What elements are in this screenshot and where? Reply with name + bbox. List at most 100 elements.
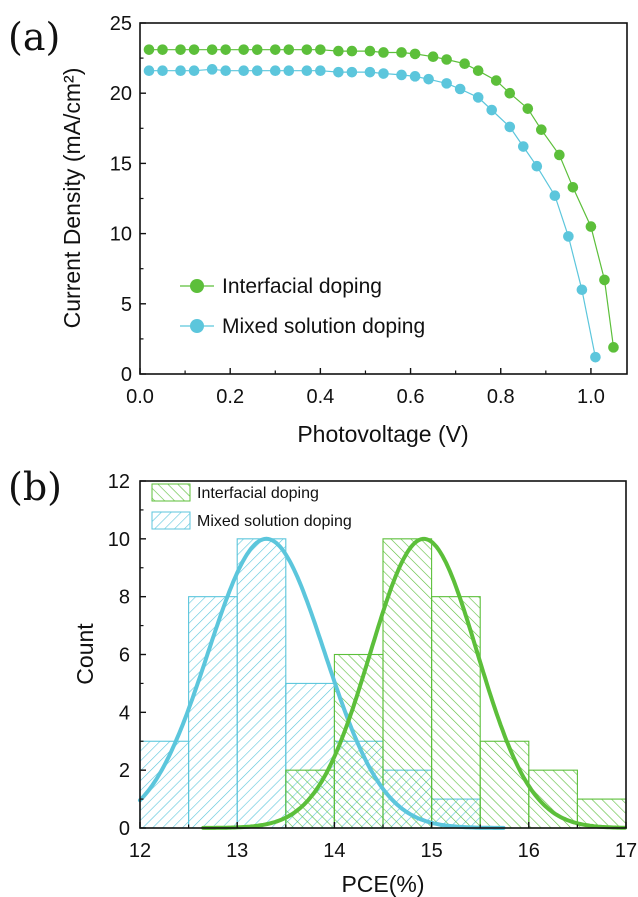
jv-point-mixed bbox=[486, 104, 498, 116]
jv-point-mixed bbox=[364, 66, 376, 78]
jv-point-interfacial bbox=[585, 221, 597, 232]
jv-x-tick-label: 0.8 bbox=[487, 386, 515, 408]
jv-point-interfacial bbox=[472, 65, 484, 77]
jv-point-mixed bbox=[251, 65, 263, 77]
jv-point-mixed bbox=[454, 83, 466, 95]
jv-point-interfacial bbox=[157, 44, 168, 55]
jv-point-mixed bbox=[590, 351, 601, 363]
panel-a-label: (a) bbox=[8, 15, 60, 59]
histogram-x-tick-label: 13 bbox=[226, 840, 248, 862]
jv-point-interfacial bbox=[459, 58, 470, 70]
jv-point-mixed bbox=[175, 65, 186, 77]
histogram-y-tick-label: 10 bbox=[108, 529, 130, 551]
jv-y-tick-label: 25 bbox=[110, 13, 132, 35]
jv-point-interfacial bbox=[522, 103, 534, 114]
jv-point-interfacial bbox=[567, 181, 579, 193]
histogram-x-tick-label: 15 bbox=[420, 840, 442, 862]
jv-point-interfacial bbox=[427, 51, 439, 62]
gaussian-fit-mixed bbox=[138, 536, 506, 830]
histogram-legend: Interfacial doping Mixed solution doping bbox=[151, 483, 352, 530]
jv-y-axis-label: Current Density (mA/cm²) bbox=[59, 68, 85, 329]
jv-point-interfacial bbox=[536, 124, 547, 136]
jv-point-mixed bbox=[206, 64, 218, 75]
histogram-bar-interfacial bbox=[479, 740, 530, 829]
histogram-x-axis-label: PCE(%) bbox=[341, 871, 424, 897]
jv-point-mixed bbox=[472, 92, 484, 103]
jv-point-mixed bbox=[531, 160, 543, 172]
jv-point-mixed bbox=[301, 65, 313, 77]
legend-marker-interfacial bbox=[190, 279, 204, 293]
legend-marker-mixed bbox=[190, 319, 204, 333]
jv-point-interfacial bbox=[378, 47, 389, 58]
histogram-y-tick-label: 4 bbox=[119, 702, 130, 724]
histogram-bar-interfacial bbox=[431, 596, 481, 829]
jv-y-tick-label: 15 bbox=[110, 153, 132, 175]
histogram-bar-interfacial bbox=[382, 538, 433, 829]
jv-point-interfacial bbox=[206, 44, 218, 55]
jv-point-mixed bbox=[157, 65, 168, 77]
jv-point-mixed bbox=[517, 141, 529, 152]
histogram-y-tick-label: 2 bbox=[119, 760, 130, 782]
histogram-y-axis-label: Count bbox=[72, 623, 98, 685]
jv-point-interfacial bbox=[346, 45, 358, 57]
jv-point-mixed bbox=[378, 68, 389, 79]
jv-point-interfacial bbox=[333, 45, 344, 57]
jv-x-tick-label: 0.6 bbox=[397, 386, 425, 408]
jv-point-interfacial bbox=[409, 48, 421, 60]
jv-y-tick-label: 5 bbox=[121, 294, 132, 316]
jv-point-interfacial bbox=[188, 44, 200, 55]
jv-point-interfacial bbox=[301, 44, 313, 55]
jv-y-tick-label: 0 bbox=[121, 364, 132, 386]
jv-point-interfacial bbox=[608, 342, 619, 353]
histogram-marks bbox=[138, 536, 627, 830]
legend-swatch-mixed bbox=[151, 511, 191, 530]
legend-label-mixed: Mixed solution doping bbox=[222, 315, 425, 338]
jv-point-interfacial bbox=[599, 274, 610, 286]
jv-point-mixed bbox=[346, 66, 358, 78]
histogram-bar-mixed bbox=[139, 740, 190, 829]
jv-point-interfacial bbox=[283, 44, 295, 55]
histogram-y-tick-label: 8 bbox=[119, 587, 130, 609]
panel-b-label: (b) bbox=[8, 465, 62, 509]
jv-point-mixed bbox=[576, 284, 588, 296]
histogram-x-tick-label: 14 bbox=[323, 840, 345, 862]
jv-y-tick-label: 20 bbox=[110, 83, 132, 105]
jv-point-interfacial bbox=[220, 44, 231, 55]
legend-label-interfacial: Interfacial doping bbox=[222, 275, 382, 298]
jv-point-mixed bbox=[423, 73, 434, 85]
histogram-y-tick-label: 12 bbox=[108, 471, 130, 493]
jv-point-mixed bbox=[441, 78, 452, 89]
histogram-bar-mixed bbox=[188, 596, 238, 829]
jv-point-mixed bbox=[143, 65, 155, 77]
jv-x-tick-label: 0.4 bbox=[306, 386, 334, 408]
histogram-y-tick-label: 0 bbox=[119, 818, 130, 840]
jv-point-mixed bbox=[549, 190, 561, 201]
jv-x-tick-label: 0.0 bbox=[126, 386, 154, 408]
jv-point-mixed bbox=[504, 121, 516, 133]
jv-point-interfacial bbox=[175, 44, 186, 55]
jv-point-mixed bbox=[396, 69, 407, 81]
jv-point-mixed bbox=[409, 71, 421, 82]
jv-point-mixed bbox=[315, 65, 326, 77]
jv-point-interfacial bbox=[396, 47, 407, 58]
jv-x-tick-label: 0.2 bbox=[216, 386, 244, 408]
histogram-x-tick-label: 17 bbox=[615, 840, 637, 862]
histogram-x-tick-label: 16 bbox=[518, 840, 540, 862]
jv-legend: Interfacial doping Mixed solution doping bbox=[180, 275, 425, 338]
legend-label-mixed-hist: Mixed solution doping bbox=[197, 513, 352, 530]
jv-x-axis-label: Photovoltage (V) bbox=[297, 421, 468, 447]
histogram-x-tick-label: 12 bbox=[129, 840, 151, 862]
histogram-bar-mixed bbox=[236, 538, 287, 829]
histogram-y-tick-label: 6 bbox=[119, 645, 130, 667]
jv-x-tick-label: 1.0 bbox=[577, 386, 605, 408]
jv-point-interfacial bbox=[251, 44, 263, 55]
jv-point-mixed bbox=[238, 65, 250, 77]
jv-point-mixed bbox=[269, 65, 281, 77]
jv-point-interfacial bbox=[143, 44, 155, 55]
jv-marks bbox=[143, 44, 619, 363]
jv-line-interfacial bbox=[149, 49, 615, 348]
jv-point-interfacial bbox=[441, 54, 452, 65]
histogram-axis-ticks: 12 13 14 15 16 17 0 2 4 6 8 10 12 bbox=[108, 471, 637, 862]
jv-chart: (a) 0.0 0.2 0.4 0.6 0.8 1.0 0 5 10 15 20 25 Photovo… bbox=[8, 13, 628, 447]
